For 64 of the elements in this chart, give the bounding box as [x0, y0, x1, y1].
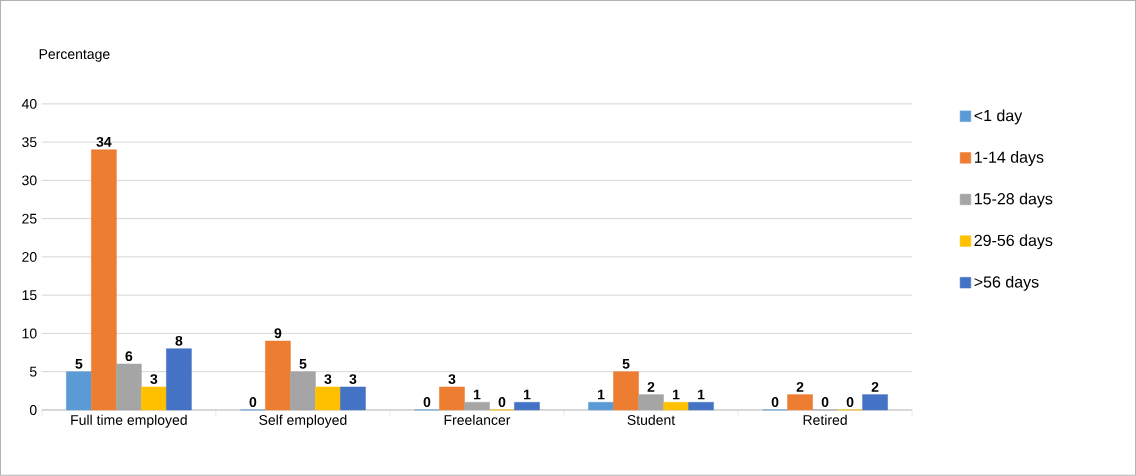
bar	[116, 363, 142, 411]
data-label: 5	[75, 359, 83, 369]
bar	[141, 386, 167, 411]
data-label: 3	[324, 374, 332, 385]
data-label: 0	[498, 397, 506, 408]
data-label: 0	[821, 397, 829, 408]
y-tick-label: 40	[21, 99, 37, 109]
bar	[862, 394, 888, 411]
x-tick-label: Freelancer	[444, 414, 511, 426]
x-tick-label: Retired	[803, 414, 847, 426]
x-tick-label: Full time employed	[71, 414, 187, 428]
legend-label: <1 day	[974, 109, 1023, 125]
y-tick-label: 0	[29, 405, 37, 416]
y-tick-label: 10	[22, 328, 37, 339]
data-label: 8	[175, 335, 183, 346]
y-tick-label: 15	[22, 290, 37, 301]
data-label: 0	[423, 397, 431, 408]
bar	[464, 402, 490, 411]
y-tick-label: 5	[29, 366, 37, 377]
data-label: 6	[125, 351, 133, 362]
legend-label: 29-56 days	[974, 234, 1053, 250]
y-axis-title: Percentage	[39, 49, 110, 62]
data-label: 2	[871, 382, 879, 392]
bar	[91, 149, 117, 411]
bar	[340, 386, 366, 411]
bar	[588, 402, 614, 411]
bar	[514, 402, 540, 411]
y-tick-label: 20	[22, 252, 37, 262]
bar	[265, 340, 291, 411]
y-tick-label: 35	[22, 137, 37, 148]
data-label: 3	[448, 374, 456, 385]
data-label: 2	[647, 382, 655, 392]
data-label: 0	[249, 397, 257, 408]
bar	[638, 394, 664, 411]
bar	[613, 371, 639, 411]
bar	[315, 386, 341, 411]
y-tick-label: 25	[22, 213, 37, 224]
y-tick-label: 30	[22, 175, 37, 186]
data-label: 9	[274, 328, 282, 339]
data-label: 5	[622, 359, 630, 369]
data-label: 0	[846, 397, 854, 408]
data-label: 2	[796, 382, 804, 392]
bar	[66, 371, 92, 411]
x-tick-label: Student	[627, 414, 676, 426]
bar	[787, 394, 813, 411]
data-label: 1	[673, 389, 680, 400]
data-label: 1	[523, 389, 531, 400]
data-label: 34	[96, 137, 112, 147]
legend-label: >56 days	[974, 275, 1039, 291]
bar	[439, 386, 465, 411]
data-label: 1	[473, 389, 481, 400]
legend-label: 1-14 days	[974, 151, 1044, 167]
bar	[663, 402, 689, 411]
x-tick-label: Self employed	[259, 414, 347, 428]
data-label: 3	[150, 374, 158, 385]
data-label: 5	[299, 359, 307, 369]
bar	[688, 402, 714, 411]
data-label: 0	[771, 397, 779, 408]
bar	[166, 348, 192, 411]
legend-label: 15-28 days	[974, 192, 1053, 208]
data-label: 3	[349, 374, 357, 385]
data-label: 1	[598, 389, 605, 400]
bar	[290, 371, 316, 411]
data-label: 1	[698, 389, 705, 400]
